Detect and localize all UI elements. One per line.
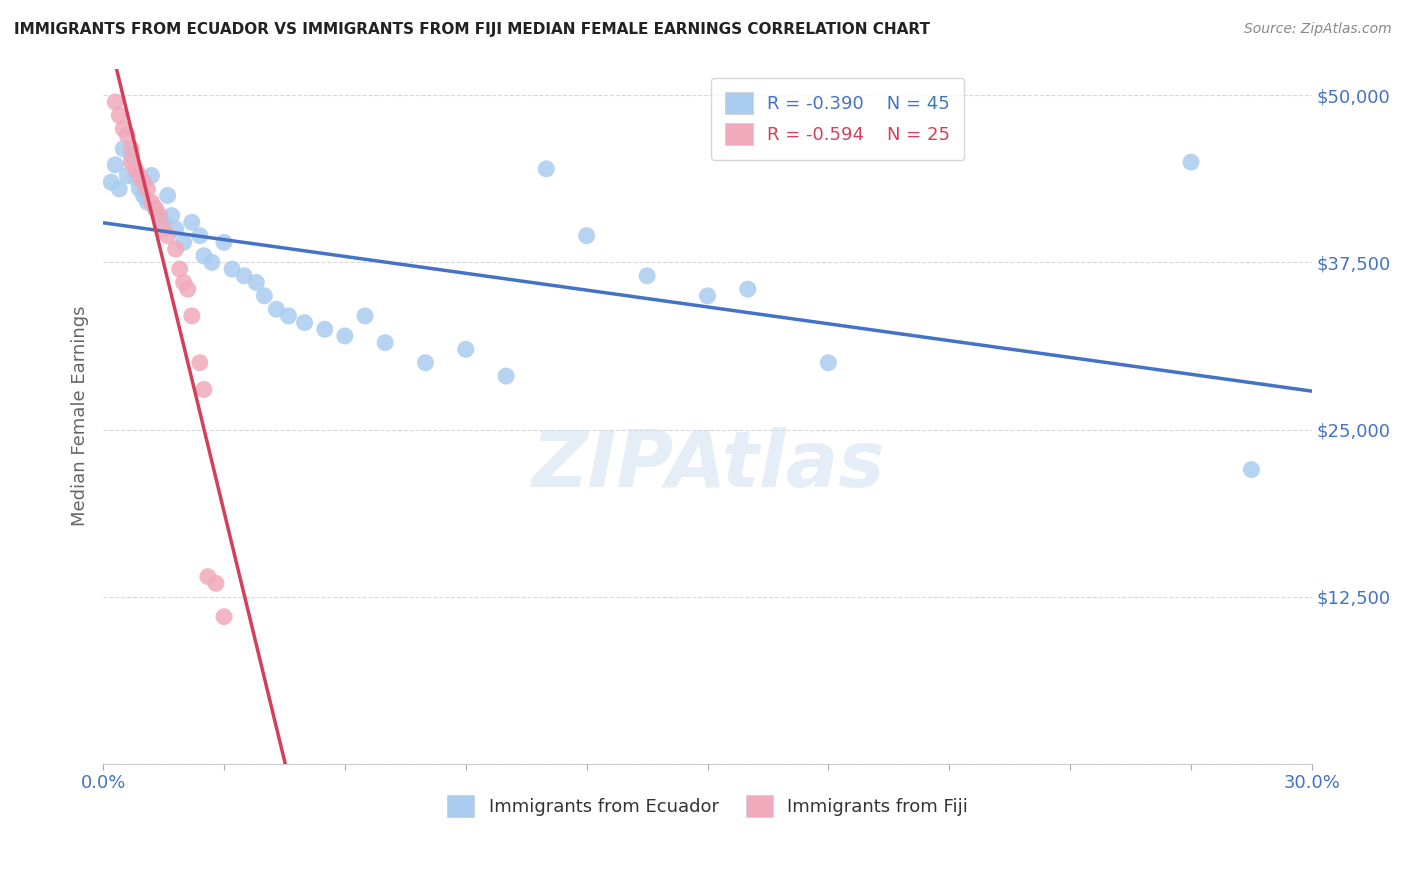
Point — [266, 302, 288, 317]
Point — [193, 383, 215, 397]
Point — [333, 329, 356, 343]
Point — [145, 202, 167, 216]
Point — [104, 95, 127, 109]
Point — [221, 262, 243, 277]
Point — [245, 276, 267, 290]
Point — [124, 161, 146, 176]
Point — [160, 209, 183, 223]
Point — [233, 268, 256, 283]
Point — [177, 282, 200, 296]
Text: ZIPAtlas: ZIPAtlas — [530, 427, 884, 503]
Point — [212, 609, 235, 624]
Point — [212, 235, 235, 250]
Point — [173, 276, 195, 290]
Point — [120, 155, 142, 169]
Point — [152, 215, 174, 229]
Point — [817, 356, 839, 370]
Point — [415, 356, 437, 370]
Legend: Immigrants from Ecuador, Immigrants from Fiji: Immigrants from Ecuador, Immigrants from… — [440, 788, 976, 824]
Point — [205, 576, 228, 591]
Point — [165, 242, 187, 256]
Point — [696, 289, 718, 303]
Point — [112, 121, 135, 136]
Point — [148, 209, 170, 223]
Point — [112, 142, 135, 156]
Point — [132, 188, 155, 202]
Point — [152, 222, 174, 236]
Point — [117, 128, 139, 143]
Point — [117, 169, 139, 183]
Point — [128, 182, 150, 196]
Point — [454, 343, 477, 357]
Point — [180, 309, 202, 323]
Point — [132, 175, 155, 189]
Point — [536, 161, 558, 176]
Point — [156, 188, 179, 202]
Point — [374, 335, 396, 350]
Point — [354, 309, 377, 323]
Point — [104, 158, 127, 172]
Point — [1180, 155, 1202, 169]
Point — [100, 175, 122, 189]
Point — [120, 148, 142, 162]
Text: Source: ZipAtlas.com: Source: ZipAtlas.com — [1244, 22, 1392, 37]
Point — [197, 569, 219, 583]
Point — [1240, 463, 1263, 477]
Point — [124, 171, 146, 186]
Point — [575, 228, 598, 243]
Point — [173, 235, 195, 250]
Point — [120, 142, 142, 156]
Point — [193, 249, 215, 263]
Point — [141, 169, 163, 183]
Point — [314, 322, 336, 336]
Point — [148, 209, 170, 223]
Text: IMMIGRANTS FROM ECUADOR VS IMMIGRANTS FROM FIJI MEDIAN FEMALE EARNINGS CORRELATI: IMMIGRANTS FROM ECUADOR VS IMMIGRANTS FR… — [14, 22, 929, 37]
Point — [495, 369, 517, 384]
Point — [156, 228, 179, 243]
Point — [253, 289, 276, 303]
Point — [188, 228, 211, 243]
Y-axis label: Median Female Earnings: Median Female Earnings — [72, 306, 89, 526]
Point — [737, 282, 759, 296]
Point — [136, 195, 159, 210]
Point — [294, 316, 316, 330]
Point — [145, 202, 167, 216]
Point — [108, 182, 131, 196]
Point — [108, 108, 131, 122]
Point — [188, 356, 211, 370]
Point — [636, 268, 658, 283]
Point — [165, 222, 187, 236]
Point — [277, 309, 299, 323]
Point — [201, 255, 224, 269]
Point — [128, 169, 150, 183]
Point — [180, 215, 202, 229]
Point — [169, 262, 191, 277]
Point — [141, 195, 163, 210]
Point — [136, 182, 159, 196]
